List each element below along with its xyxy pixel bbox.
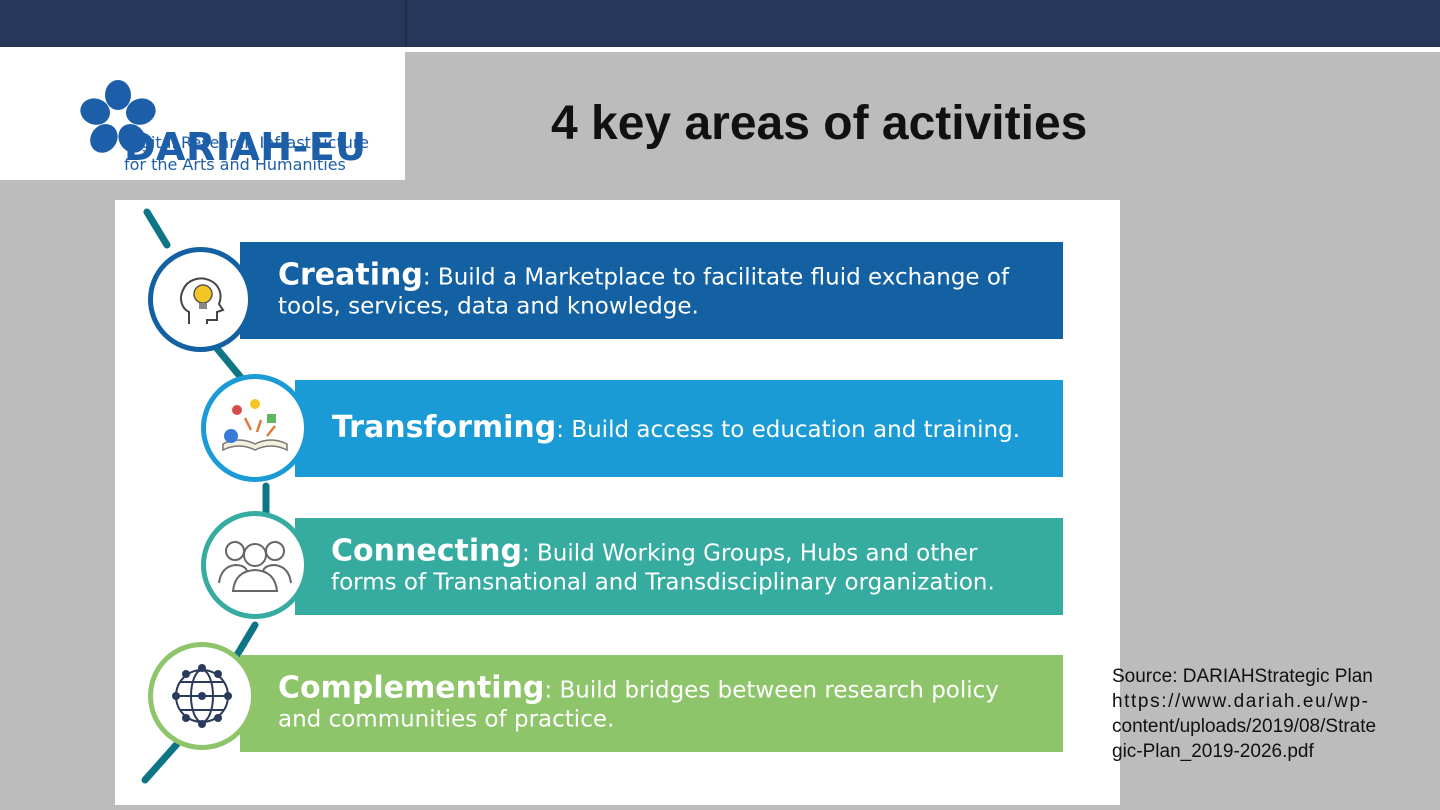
globe-network-icon [172, 664, 232, 728]
header-divider [405, 0, 407, 47]
logo-wordmark: DARIAH-EU [124, 125, 367, 169]
dariah-flower-logo-icon [80, 80, 156, 153]
logo-subtitle-line1: Digital Research Infrastructure [124, 133, 369, 152]
area-creating-circle [148, 247, 253, 352]
source-citation: Source: DARIAHStrategic Plan https://www… [1112, 664, 1376, 764]
area-connecting-heading: Connecting [331, 533, 522, 568]
area-transforming-description: : Build access to education and training… [556, 416, 1021, 443]
area-connecting-description: : Build Working Groups, Hubs and other f… [331, 540, 995, 595]
area-complementing-text: Complementing: Build bridges between res… [278, 673, 1038, 734]
people-group-icon [218, 541, 292, 592]
area-transforming-text: Transforming: Build access to education … [332, 409, 1052, 445]
source-label: Source: DARIAHStrategic Plan [1112, 666, 1373, 687]
area-complementing-heading: Complementing [278, 670, 545, 705]
header-bar [0, 0, 1440, 47]
area-connecting-band: Connecting: Build Working Groups, Hubs a… [295, 518, 1063, 615]
area-transforming-heading: Transforming [332, 409, 557, 445]
source-url-line2[interactable]: content/uploads/2019/08/Strate [1112, 716, 1377, 737]
logo-subtitle-line2: for the Arts and Humanities [124, 155, 346, 174]
source-url-line1[interactable]: https://www.dariah.eu/wp- [1112, 691, 1370, 712]
area-connecting-text: Connecting: Build Working Groups, Hubs a… [331, 536, 1031, 597]
slide-title: 4 key areas of activities [551, 97, 1088, 150]
area-transforming-circle [201, 374, 309, 482]
activities-infographic: Creating: Build a Marketplace to facilit… [115, 200, 1120, 805]
area-complementing-description: : Build bridges between research policy … [278, 677, 999, 732]
open-book-icon [222, 399, 288, 452]
area-creating-band: Creating: Build a Marketplace to facilit… [240, 242, 1063, 339]
area-creating-description: : Build a Marketplace to facilitate flui… [278, 264, 1010, 319]
area-creating-text: Creating: Build a Marketplace to facilit… [278, 260, 1048, 321]
head-lightbulb-icon [179, 276, 225, 324]
area-complementing-circle [148, 642, 256, 750]
area-transforming-band: Transforming: Build access to education … [295, 380, 1063, 477]
area-connecting-circle [201, 511, 309, 619]
source-url-line3[interactable]: gic-Plan_2019-2026.pdf [1112, 741, 1314, 762]
header-underline [405, 47, 1440, 52]
area-creating-heading: Creating [278, 257, 423, 292]
logo-panel: DARIAH-EU Digital Research Infrastructur… [0, 47, 405, 180]
area-complementing-band: Complementing: Build bridges between res… [240, 655, 1063, 752]
timeline-spine [141, 208, 270, 784]
